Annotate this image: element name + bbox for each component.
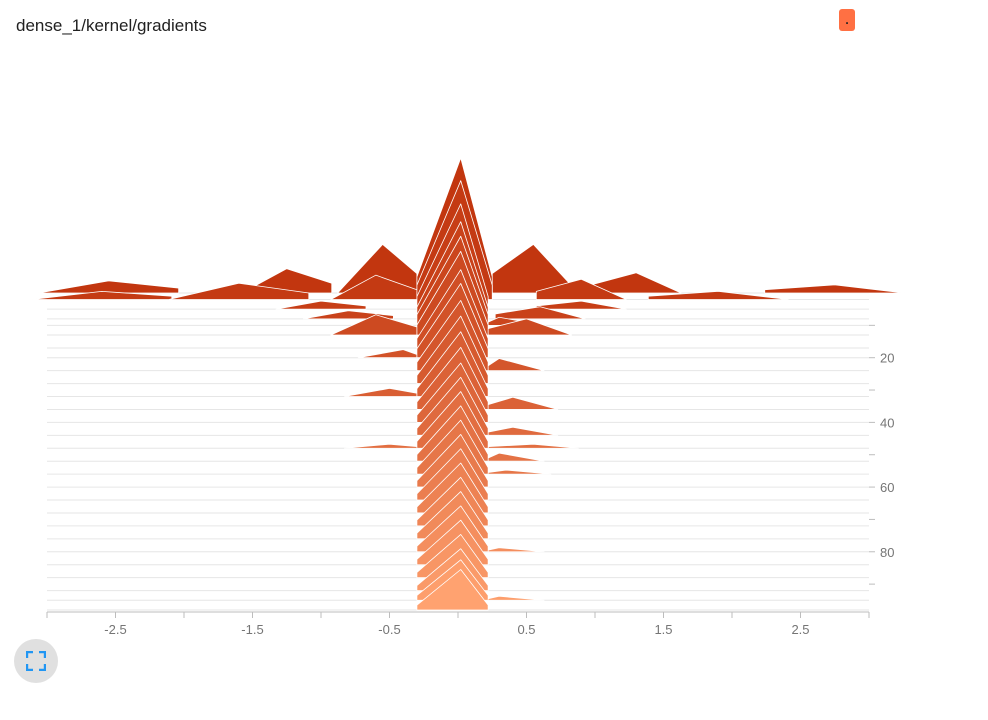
run-color-badge[interactable]: . (839, 9, 855, 31)
x-tick-label: -0.5 (378, 622, 400, 637)
histogram-ridge-step-2 (31, 180, 789, 300)
x-tick-label: 2.5 (791, 622, 809, 637)
histogram-ridges (31, 157, 906, 611)
y-tick-label: 20 (880, 351, 894, 366)
fullscreen-icon (26, 651, 46, 671)
expand-chart-button[interactable] (14, 639, 58, 683)
y-axis: 20 40 60 80 (869, 324, 894, 585)
y-tick-label: 40 (880, 415, 894, 430)
x-tick-label: -1.5 (241, 622, 263, 637)
chart-title: dense_1/kernel/gradients (16, 16, 207, 35)
x-tick-label: -2.5 (104, 622, 126, 637)
histogram-ridge-step-98 (416, 569, 489, 611)
x-axis: -2.5 -1.5 -0.5 0.5 1.5 2.5 (46, 611, 870, 637)
y-tick-label: 60 (880, 480, 894, 495)
x-tick-label: 0.5 (517, 622, 535, 637)
x-tick-label: 1.5 (654, 622, 672, 637)
y-tick-label: 80 (880, 545, 894, 560)
